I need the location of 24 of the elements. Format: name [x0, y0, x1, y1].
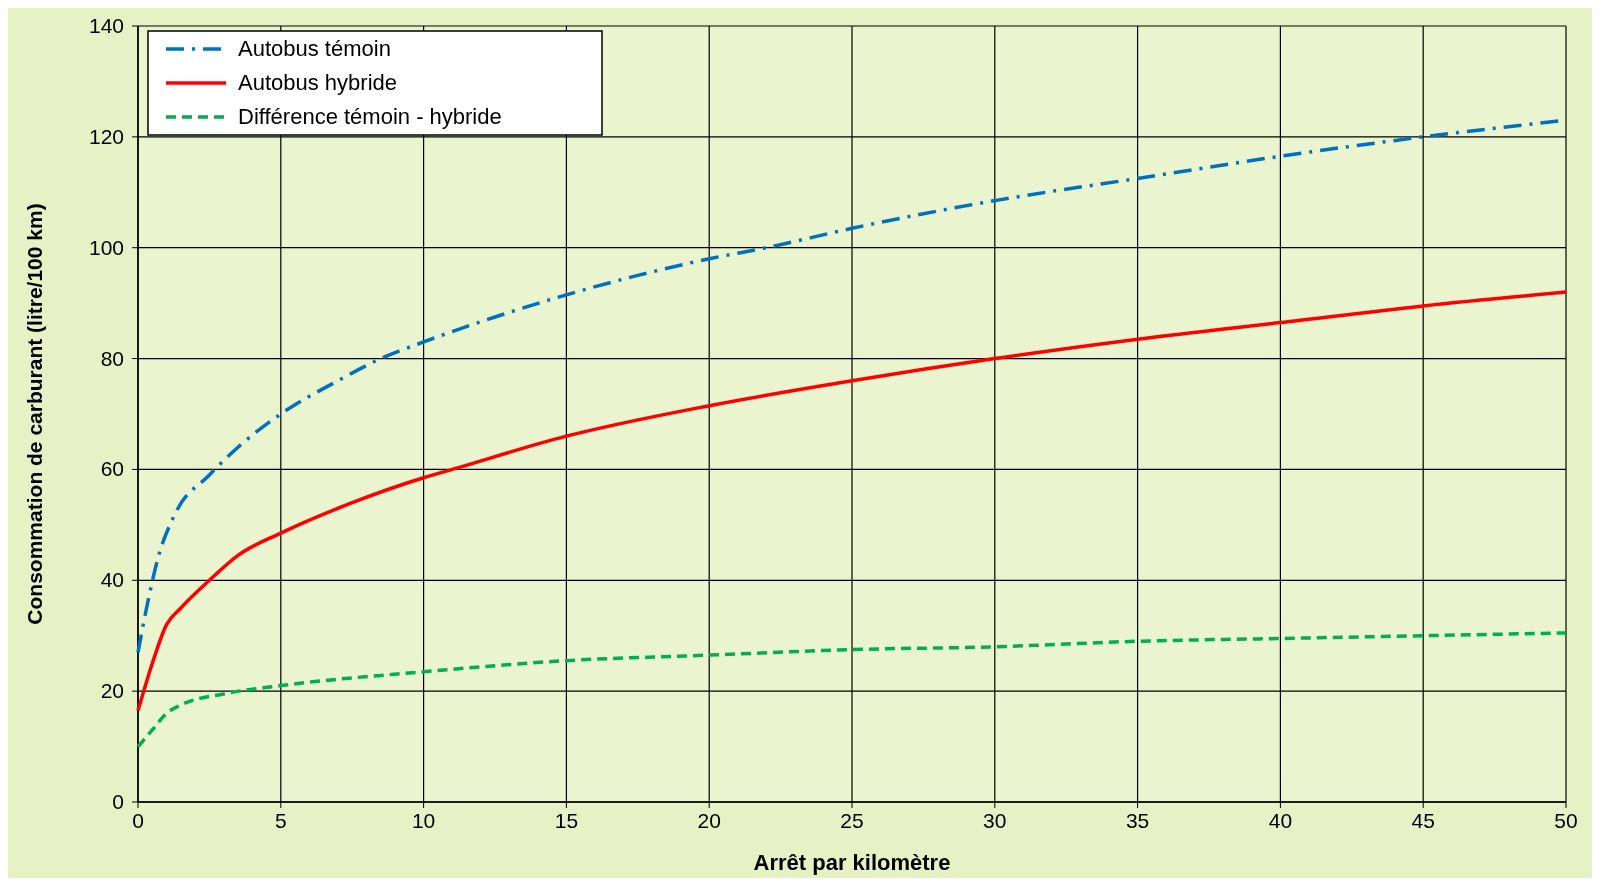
legend-label: Autobus hybride — [238, 70, 397, 95]
legend-label: Différence témoin - hybride — [238, 104, 502, 129]
legend-label: Autobus témoin — [238, 36, 391, 61]
y-tick-label: 80 — [100, 346, 124, 370]
x-axis-title: Arrêt par kilomètre — [753, 850, 951, 875]
x-tick-label: 5 — [274, 809, 287, 832]
x-tick-label: 0 — [132, 809, 144, 832]
y-axis-title: Consommation de carburant (litre/100 km) — [23, 203, 46, 625]
x-tick-label: 40 — [1268, 809, 1293, 832]
y-tick-label: 100 — [88, 235, 124, 259]
y-tick-label: 60 — [100, 457, 124, 481]
x-tick-label: 20 — [697, 809, 721, 832]
x-tick-label: 15 — [554, 809, 579, 832]
x-tick-label: 50 — [1554, 809, 1578, 832]
x-tick-label: 30 — [983, 809, 1007, 832]
x-tick-label: 35 — [1125, 809, 1150, 832]
y-tick-label: 120 — [88, 124, 124, 148]
x-tick-label: 10 — [411, 809, 436, 832]
y-tick-label: 20 — [100, 679, 124, 703]
x-tick-label: 25 — [840, 809, 864, 832]
y-tick-label: 40 — [100, 568, 124, 592]
y-tick-label: 140 — [88, 14, 124, 37]
x-tick-label: 45 — [1411, 809, 1435, 832]
y-tick-label: 0 — [112, 790, 124, 813]
